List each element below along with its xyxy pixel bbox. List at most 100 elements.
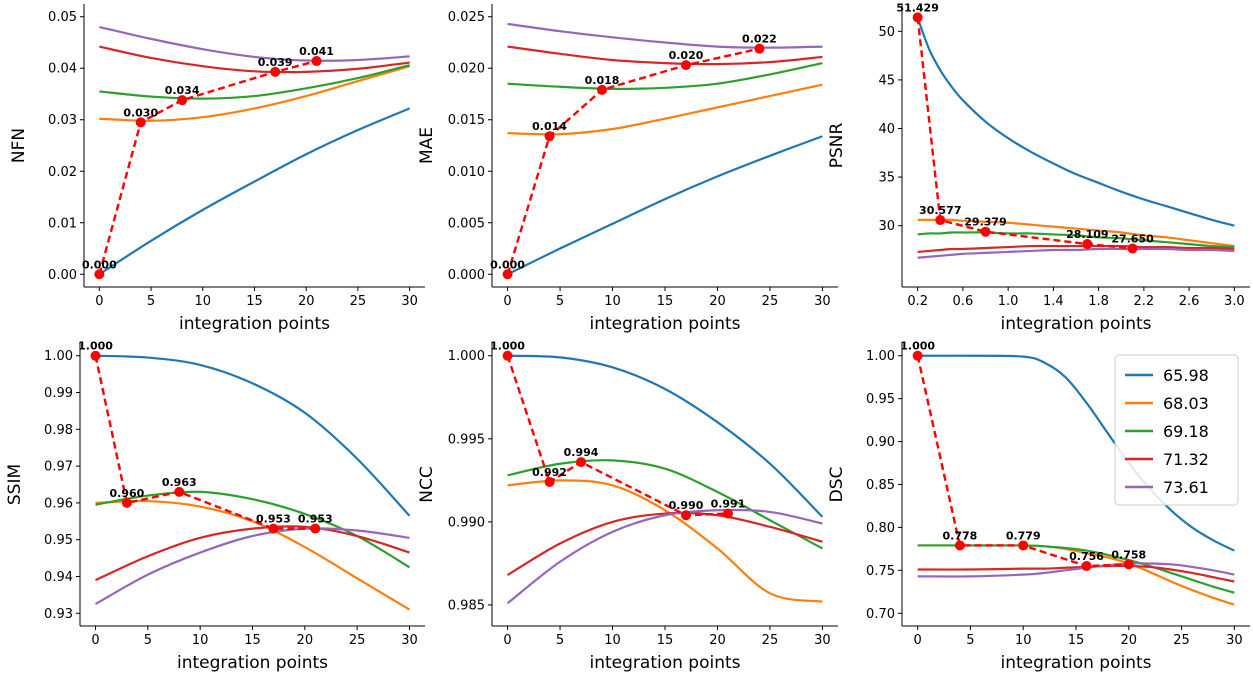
legend-entry: 65.98 [1163, 366, 1209, 385]
series-line-69.18 [917, 231, 1235, 249]
x-tick-label: 10 [604, 633, 621, 648]
x-tick-label: 0.2 [907, 294, 928, 309]
series-line-69.18 [99, 64, 410, 100]
optimal-point-label: 0.960 [110, 487, 145, 500]
optimal-point-label: 30.577 [919, 204, 961, 217]
optimal-point-label: 0.992 [532, 466, 567, 479]
optimal-point [311, 56, 322, 67]
optimal-point-label: 0.990 [669, 499, 704, 512]
x-tick-label: 30 [814, 294, 831, 309]
optimal-point-label: 0.994 [564, 446, 599, 459]
series-line-68.03 [917, 218, 1235, 248]
series-line-65.98 [95, 354, 411, 517]
y-tick-label: 30 [878, 219, 895, 234]
optimal-point-label: 0.014 [532, 120, 567, 133]
optimal-point-label: 1.000 [78, 340, 113, 353]
legend: 65.98 68.03 69.18 71.32 73.61 [1114, 354, 1239, 506]
y-tick-label: 0.04 [48, 62, 77, 77]
x-tick-label: 15 [244, 633, 261, 648]
x-tick-label: 30 [1226, 633, 1243, 648]
panel-dsc: 0 5 10 15 20 25 30 0.70 0.75 0.80 0.85 0.90 0.95 1.00… [827, 340, 1250, 673]
optimal-point-label: 0.779 [1006, 529, 1041, 542]
optimal-point-label: 0.039 [258, 56, 293, 69]
series-line-65.98 [507, 354, 824, 518]
optimal-point-label: 0.991 [711, 498, 746, 511]
x-tick-label: 15 [246, 294, 263, 309]
x-tick-label: 25 [349, 633, 366, 648]
x-tick-label: 1.0 [998, 294, 1019, 309]
optimal-point-label: 28.109 [1066, 228, 1108, 241]
series-line-71.32 [507, 45, 823, 66]
x-tick-label: 30 [814, 633, 831, 648]
x-tick-label: 0 [503, 294, 511, 309]
y-tick-label: 0.990 [448, 515, 485, 530]
optimal-point [1127, 243, 1138, 254]
optimal-point [177, 95, 188, 106]
optimal-point-label: 0.041 [299, 45, 334, 58]
y-axis-label: NCC [417, 466, 437, 502]
series-line-69.18 [507, 459, 823, 550]
x-axis-label: integration points [177, 653, 328, 673]
optimal-point-label: 0.953 [298, 513, 333, 526]
series-line-65.98 [917, 354, 1235, 552]
x-tick-label: 10 [1015, 633, 1032, 648]
x-tick-label: 3.0 [1224, 294, 1245, 309]
y-tick-label: 0.97 [44, 460, 73, 475]
series-line-71.32 [99, 45, 410, 74]
x-tick-label: 1.8 [1088, 294, 1109, 309]
optimal-point-label: 0.018 [585, 74, 620, 87]
x-tick-label: 5 [966, 633, 974, 648]
series-line-73.61 [94, 527, 410, 606]
y-tick-label: 0.94 [44, 570, 73, 585]
y-tick-label: 0.80 [866, 521, 895, 536]
series-line-65.98 [916, 17, 1235, 227]
y-tick-label: 0.95 [44, 533, 73, 548]
series-line-71.32 [917, 244, 1235, 254]
optimal-point [135, 117, 146, 128]
y-tick-label: 0.01 [48, 216, 77, 231]
optimal-point-label: 0.020 [669, 49, 704, 62]
series-line-73.61 [506, 508, 823, 605]
legend-entry: 73.61 [1163, 478, 1209, 497]
optimal-point [502, 350, 513, 361]
optimal-point [576, 457, 587, 468]
series-line-73.61 [917, 247, 1235, 259]
x-tick-label: 20 [297, 633, 314, 648]
x-tick-label: 5 [556, 294, 564, 309]
y-tick-label: 50 [878, 25, 895, 40]
x-tick-label: 30 [401, 633, 418, 648]
optimal-point [544, 131, 555, 142]
y-tick-label: 0.985 [448, 598, 485, 613]
legend-entry: 68.03 [1163, 394, 1209, 413]
optimal-point [1082, 239, 1093, 250]
y-tick-label: 0.010 [448, 165, 485, 180]
y-tick-label: 0.03 [48, 113, 77, 128]
x-axis-label: integration points [1001, 653, 1152, 673]
x-tick-label: 0.6 [953, 294, 974, 309]
y-tick-label: 45 [878, 73, 895, 88]
y-tick-label: 0.000 [448, 268, 485, 283]
y-tick-label: 0.015 [448, 113, 485, 128]
optimal-point-label: 0.778 [942, 529, 977, 542]
legend-entry: 71.32 [1163, 450, 1209, 469]
panel-mae: 0 5 10 15 20 25 30 0.000 0.005 0.010 0.015 0.020 0.0… [417, 4, 838, 334]
series-line-68.03 [95, 499, 411, 611]
y-tick-label: 0.025 [448, 10, 485, 25]
y-axis-label: SSIM [5, 464, 25, 505]
optimal-point-label: 0.953 [256, 513, 291, 526]
x-tick-label: 0 [503, 633, 511, 648]
series-line-73.61 [99, 25, 410, 62]
optimal-path-line [916, 17, 1133, 250]
x-axis-label: integration points [1001, 314, 1152, 334]
optimal-point-label: 29.379 [964, 216, 1006, 229]
optimal-point-label: 0.758 [1111, 548, 1146, 561]
y-tick-label: 1.00 [44, 349, 73, 364]
optimal-point [954, 540, 965, 551]
x-tick-label: 0 [91, 633, 99, 648]
x-tick-label: 25 [1173, 633, 1190, 648]
optimal-point-label: 0.030 [123, 106, 158, 119]
x-tick-label: 20 [298, 294, 315, 309]
optimal-point [912, 350, 923, 361]
optimal-point [597, 84, 608, 95]
